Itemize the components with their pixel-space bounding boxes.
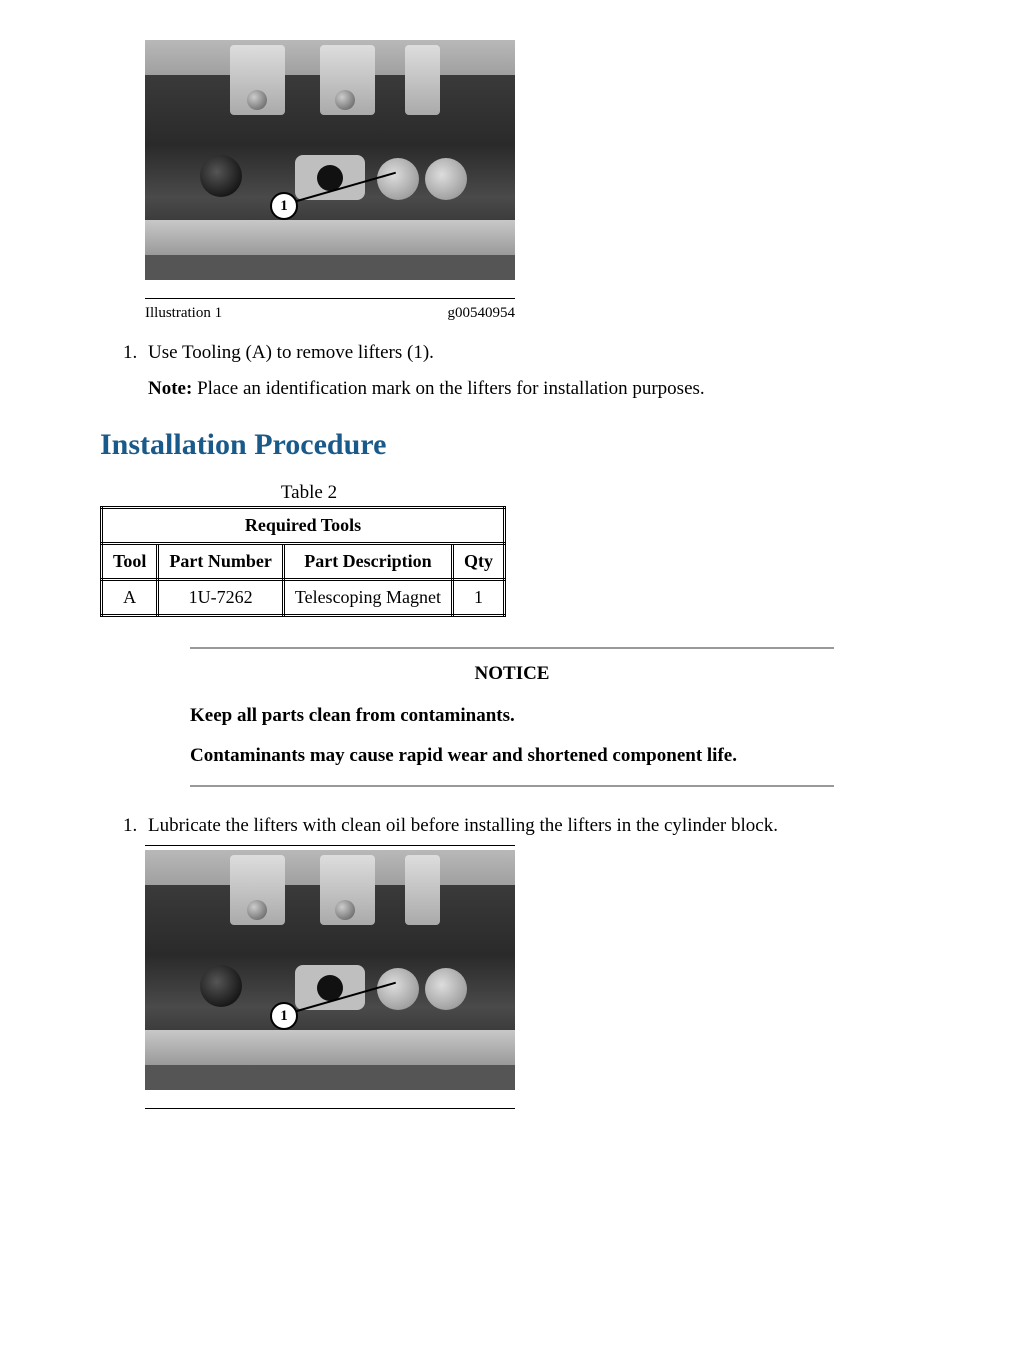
notice-line-2: Contaminants may cause rapid wear and sh… bbox=[190, 745, 834, 767]
callout-bubble-1: 1 bbox=[270, 192, 298, 220]
step-text: Lubricate the lifters with clean oil bef… bbox=[148, 815, 778, 836]
table-row: A 1U-7262 Telescoping Magnet 1 bbox=[102, 580, 505, 616]
table-caption: Table 2 bbox=[100, 482, 518, 504]
col-part-number: Part Number bbox=[158, 544, 283, 580]
notice-block: NOTICE Keep all parts clean from contami… bbox=[190, 647, 834, 787]
notice-line-1: Keep all parts clean from contaminants. bbox=[190, 705, 834, 727]
table-title: Required Tools bbox=[102, 508, 505, 544]
figure-divider bbox=[145, 1108, 515, 1109]
notice-divider-top bbox=[190, 647, 834, 649]
notice-divider-bottom bbox=[190, 785, 834, 787]
engine-photo-1: 1 bbox=[145, 40, 515, 280]
notice-title: NOTICE bbox=[190, 663, 834, 685]
note-text: Place an identification mark on the lift… bbox=[192, 378, 704, 399]
step-text: Use Tooling (A) to remove lifters (1). bbox=[148, 342, 434, 363]
col-qty: Qty bbox=[453, 544, 505, 580]
removal-step-note: Note: Place an identification mark on th… bbox=[148, 378, 924, 400]
cell-tool: A bbox=[102, 580, 158, 616]
illustration-code: g00540954 bbox=[448, 305, 516, 322]
cell-part-number: 1U-7262 bbox=[158, 580, 283, 616]
col-tool: Tool bbox=[102, 544, 158, 580]
engine-photo-2: 1 bbox=[145, 850, 515, 1090]
figure-caption-row: Illustration 1 g00540954 bbox=[145, 305, 515, 322]
figure-1: 1 Illustration 1 g00540954 bbox=[145, 40, 515, 322]
removal-step-1: Use Tooling (A) to remove lifters (1). N… bbox=[142, 342, 924, 400]
notice-body: Keep all parts clean from contaminants. … bbox=[190, 705, 834, 767]
removal-steps: Use Tooling (A) to remove lifters (1). N… bbox=[100, 342, 924, 400]
figure-divider bbox=[145, 298, 515, 299]
figure-divider bbox=[145, 845, 515, 846]
note-label: Note: bbox=[148, 378, 192, 399]
section-heading: Installation Procedure bbox=[100, 428, 924, 462]
cell-part-description: Telescoping Magnet bbox=[283, 580, 452, 616]
callout-number: 1 bbox=[280, 1009, 288, 1024]
col-part-description: Part Description bbox=[283, 544, 452, 580]
figure-2: 1 bbox=[145, 845, 515, 1109]
install-steps: Lubricate the lifters with clean oil bef… bbox=[100, 815, 924, 837]
install-step-1: Lubricate the lifters with clean oil bef… bbox=[142, 815, 924, 837]
cell-qty: 1 bbox=[453, 580, 505, 616]
illustration-label: Illustration 1 bbox=[145, 305, 222, 322]
required-tools-table: Required Tools Tool Part Number Part Des… bbox=[100, 506, 506, 617]
callout-bubble-2: 1 bbox=[270, 1002, 298, 1030]
callout-number: 1 bbox=[280, 199, 288, 214]
